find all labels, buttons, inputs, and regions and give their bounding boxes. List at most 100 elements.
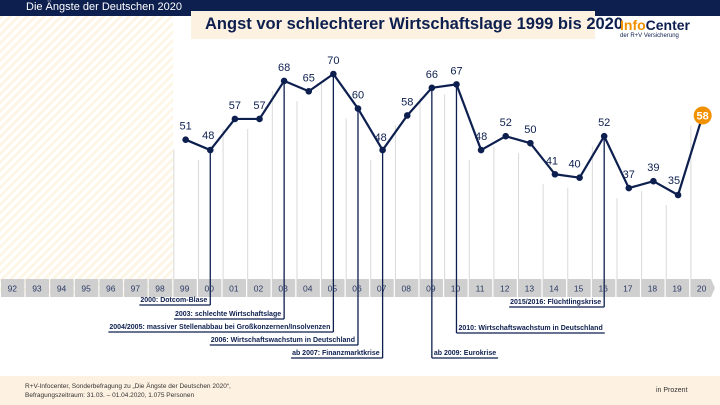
axis-tick-label: 12 <box>500 284 510 294</box>
axis-tick-label: 97 <box>131 284 141 294</box>
data-point <box>600 132 608 140</box>
axis-tick-label: 00 <box>205 284 215 294</box>
axis-tick-label: 04 <box>303 284 313 294</box>
data-point <box>477 146 485 154</box>
data-point <box>674 191 682 199</box>
axis-cell <box>296 279 320 297</box>
data-label: 37 <box>623 169 635 181</box>
data-point <box>551 170 559 178</box>
annotation-label: 2006: Wirtschaftswachstum in Deutschland <box>211 337 355 344</box>
axis-cell <box>74 279 99 297</box>
axis-tick-label: 17 <box>623 284 633 294</box>
axis-cell <box>1 279 25 297</box>
data-point <box>354 105 362 112</box>
data-label: 41 <box>546 155 558 167</box>
axis-cell <box>690 279 715 297</box>
axis-tick-label: 98 <box>155 284 165 294</box>
axis-tick-label: 18 <box>648 284 658 294</box>
axis-cell <box>641 279 665 297</box>
data-point <box>256 115 263 123</box>
data-label: 52 <box>598 117 610 129</box>
footer-unit: in Prozent <box>656 387 688 394</box>
footer-source: R+V-Infocenter, Sonderbefragung zu „Die … <box>25 382 231 400</box>
axis-tick-label: 19 <box>672 284 682 294</box>
axis-cell <box>468 279 493 297</box>
data-point <box>330 70 337 78</box>
data-point <box>182 136 189 143</box>
axis-cell <box>394 279 419 297</box>
data-label: 35 <box>668 175 680 187</box>
annotation-label: 2003: schlechte Wirtschaftslage <box>175 311 281 318</box>
data-label: 70 <box>327 55 339 67</box>
data-label: 52 <box>500 117 512 129</box>
data-label: 67 <box>450 65 462 77</box>
data-label: 48 <box>374 132 386 144</box>
axis-tick-label: 20 <box>697 284 707 294</box>
data-point <box>576 174 583 182</box>
axis-tick-label: 96 <box>106 284 116 294</box>
chart-title: Angst vor schlechterer Wirtschaftslage 1… <box>205 15 624 33</box>
axis-tick-label: 08 <box>401 284 411 294</box>
axis-tick-label: 16 <box>598 284 608 294</box>
data-label: 66 <box>426 69 438 81</box>
axis-tick-label: 14 <box>549 284 559 294</box>
axis-cell <box>25 279 50 297</box>
footer: R+V-Infocenter, Sonderbefragung zu „Die … <box>0 376 720 405</box>
data-point <box>280 77 288 85</box>
data-label: 50 <box>524 124 536 136</box>
axis-cell <box>99 279 123 297</box>
hatched-background <box>0 16 173 296</box>
data-point <box>650 177 657 185</box>
series-line <box>185 72 704 197</box>
footer-source-line2: Befragungszeitraum: 31.03. – 01.04.2020,… <box>25 392 195 399</box>
data-point <box>453 81 460 88</box>
data-point <box>403 112 411 119</box>
chart-title-box: Angst vor schlechterer Wirtschaftslage 1… <box>191 11 623 39</box>
axis-cell <box>493 279 517 297</box>
axis-cell <box>50 279 74 297</box>
axis-tick-label: 15 <box>574 284 584 294</box>
axis-tick-label: 03 <box>278 284 288 294</box>
axis-cell <box>173 279 197 297</box>
logo-info: Info <box>620 17 646 33</box>
data-label: 51 <box>180 121 192 133</box>
axis-tick-label: 93 <box>32 284 42 294</box>
axis-cell <box>616 279 640 297</box>
data-label: 65 <box>303 72 315 84</box>
axis-tick-label: 02 <box>254 284 264 294</box>
axis-tick-label: 05 <box>328 284 338 294</box>
annotation-label: 2004/2005: massiver Stellenabbau bei Gro… <box>109 324 330 331</box>
line-chart: 92 93 94 95 96 97 98 99 00 01 02 03 04 05 06 07 08 09 10 11… <box>1 55 715 359</box>
axis-tick-label: 95 <box>81 284 91 294</box>
axis-tick-label: 94 <box>57 284 67 294</box>
footer-source-line1: R+V-Infocenter, Sonderbefragung zu „Die … <box>25 383 231 390</box>
axis-cell <box>148 279 173 297</box>
axis-cell <box>247 279 271 297</box>
axis-cell <box>665 279 690 297</box>
axis-tick-label: 09 <box>426 284 436 294</box>
axis-tick-label: 07 <box>377 284 387 294</box>
annotation-label: 2010: Wirtschaftswachstum in Deutschland <box>458 325 602 332</box>
data-label: 48 <box>202 130 214 142</box>
data-label: 68 <box>278 62 290 74</box>
data-label: 58 <box>697 110 709 122</box>
axis-tick-label: 99 <box>180 284 190 294</box>
axis-tick-label: 13 <box>525 284 535 294</box>
logo-subtitle: der R+V Versicherung <box>620 33 679 39</box>
data-point <box>625 184 633 192</box>
axis-tick-label: 10 <box>451 284 461 294</box>
data-point <box>305 87 313 95</box>
data-point <box>502 132 510 140</box>
axis-tick-label: 11 <box>476 284 485 294</box>
axis-cell <box>518 279 542 297</box>
infocenter-logo: InfoCenter der R+V Versicherung <box>620 18 690 39</box>
data-label: 57 <box>253 100 265 112</box>
annotation-label: ab 2007: Finanzmarktkrise <box>292 350 380 357</box>
axis-tick-label: 06 <box>352 284 362 294</box>
axis-cell <box>124 279 148 297</box>
data-point <box>231 115 239 123</box>
data-label: 48 <box>475 131 487 143</box>
highlight-point <box>693 106 712 125</box>
logo-center: Center <box>645 17 691 33</box>
section-title: Die Ängste der Deutschen 2020 <box>26 1 182 13</box>
